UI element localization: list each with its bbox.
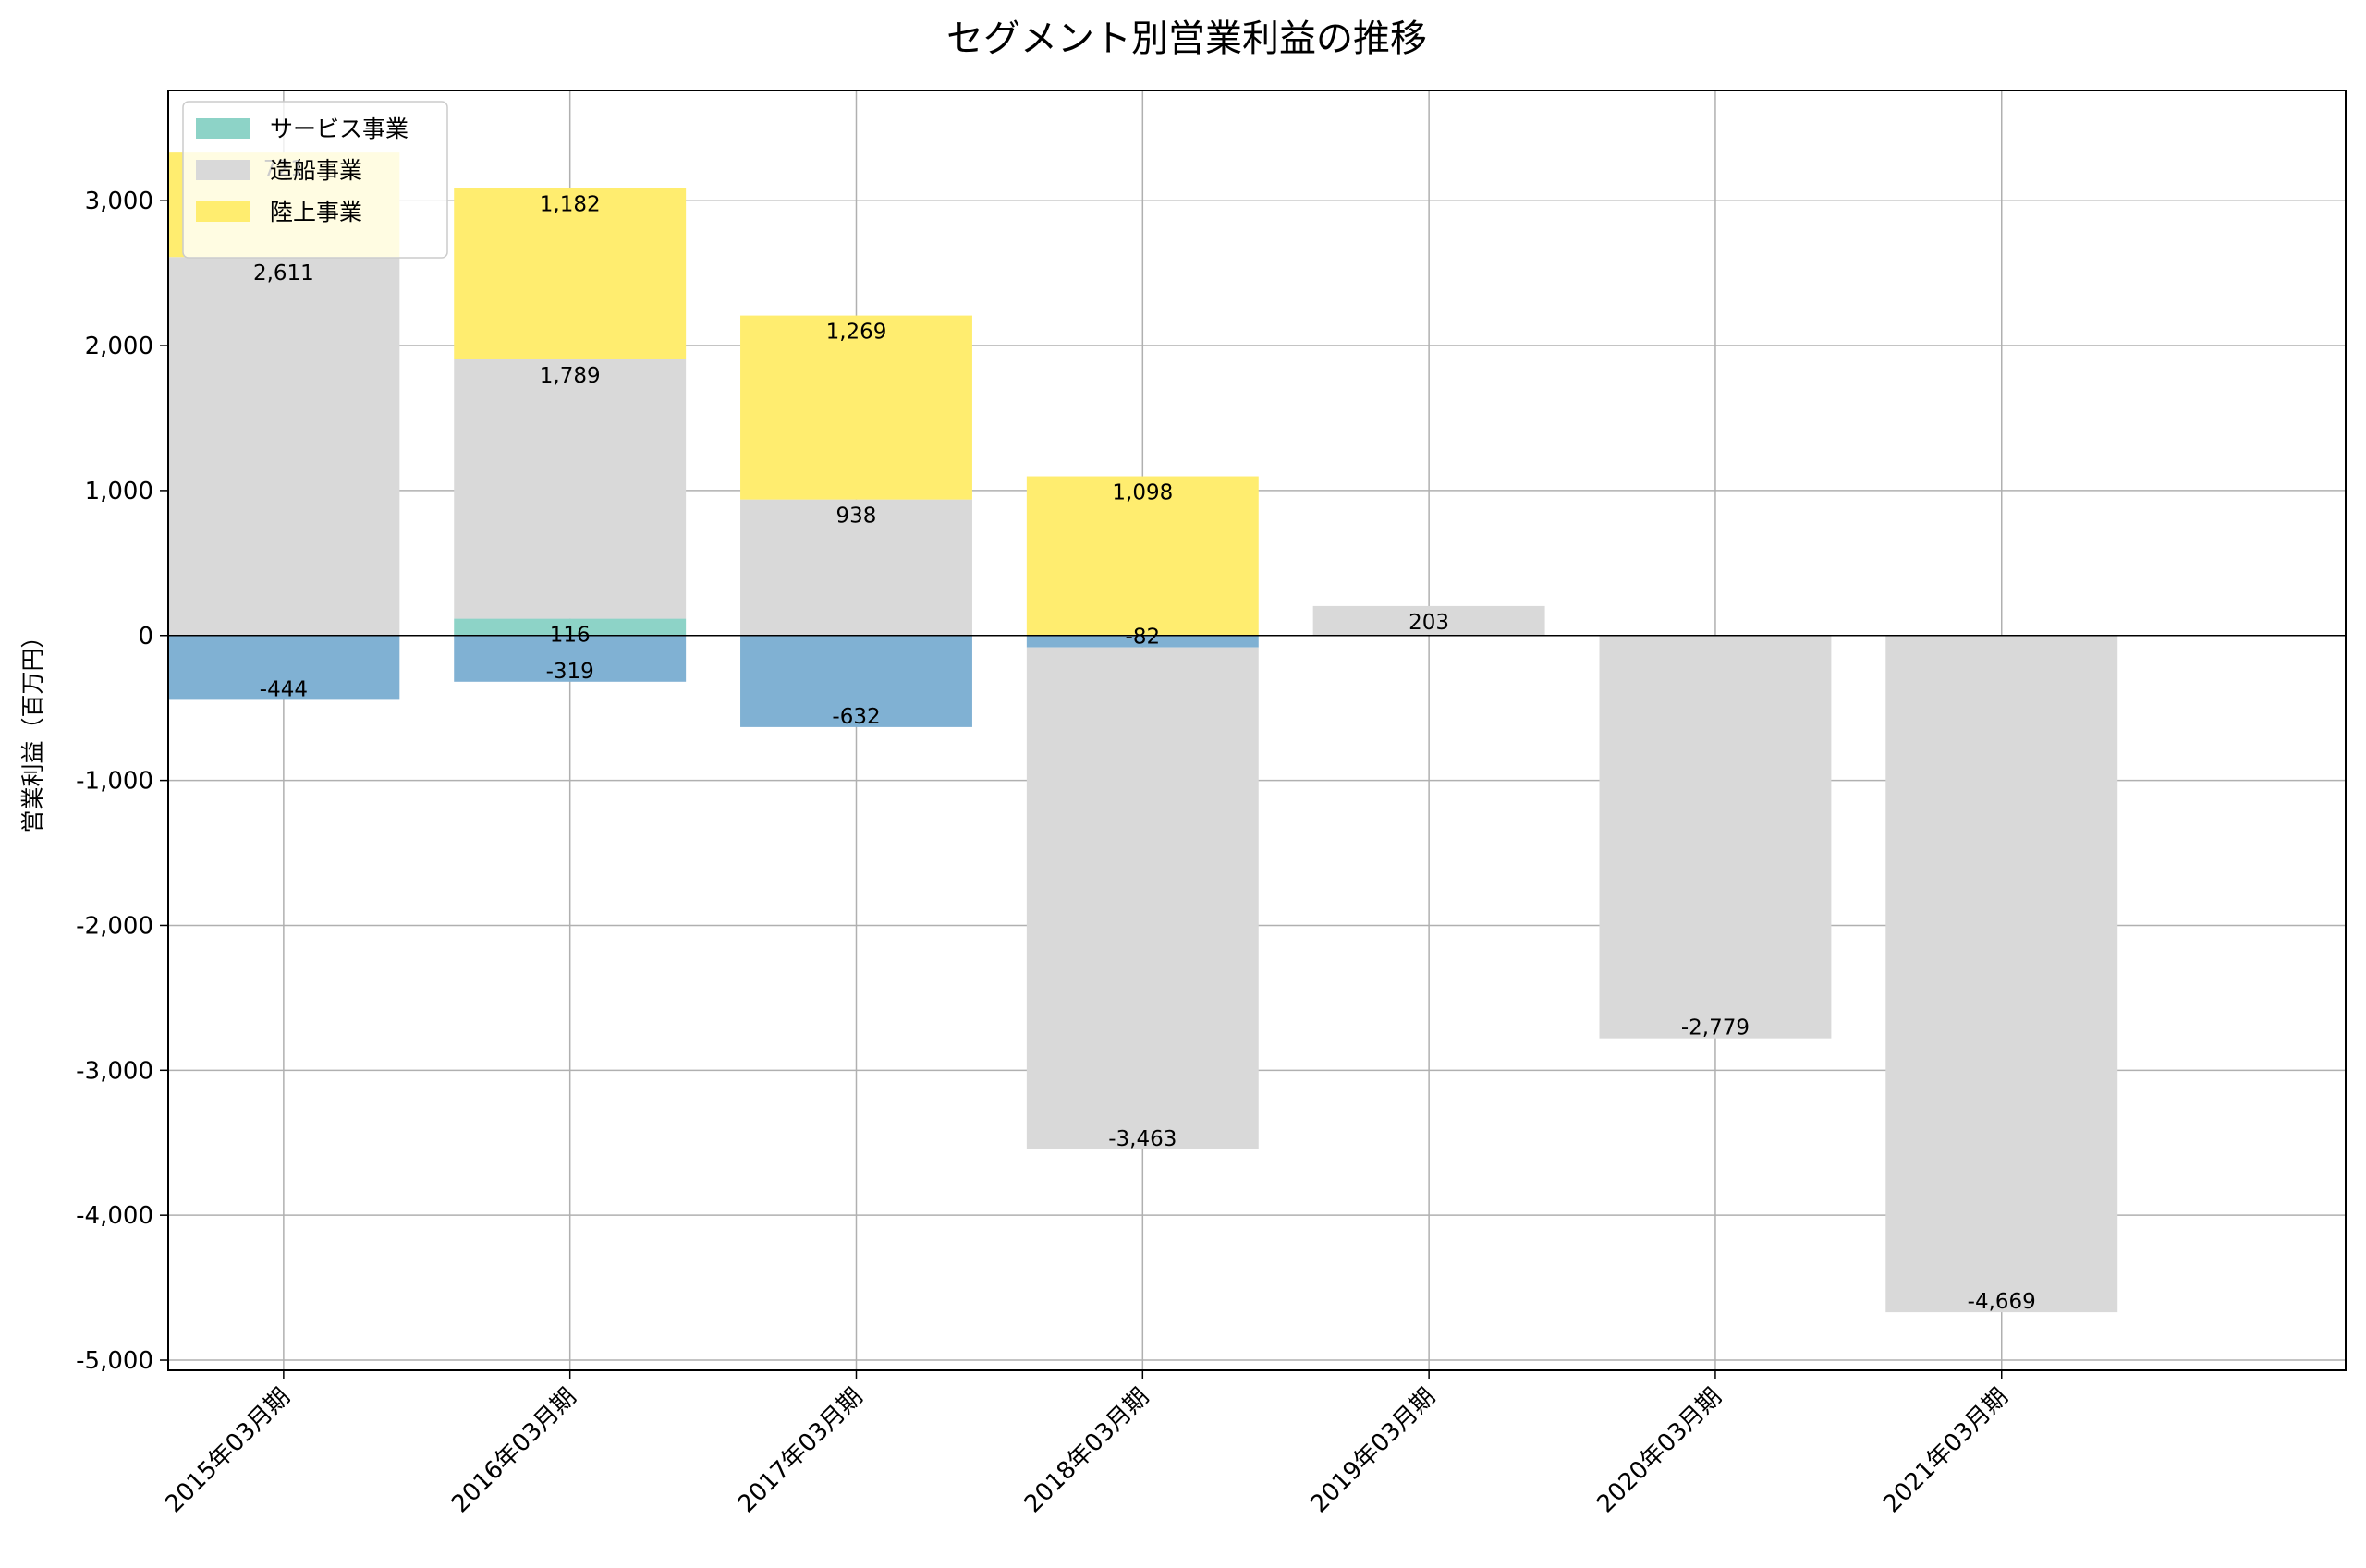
bar	[740, 499, 972, 636]
x-tick-label: 2016年03月期	[446, 1383, 582, 1519]
y-tick-label: 1,000	[85, 478, 153, 505]
bar-value-label: 1,098	[1112, 481, 1173, 505]
bar-value-label: -632	[832, 705, 880, 729]
y-tick-label: -1,000	[76, 768, 153, 796]
bar	[1885, 635, 2118, 1313]
y-axis-label: 営業利益（百万円）	[19, 625, 46, 833]
y-tick-label: -3,000	[76, 1057, 153, 1085]
bar	[1312, 605, 1545, 636]
bar-value-label: -4,669	[1968, 1290, 2036, 1314]
bar	[167, 635, 400, 700]
bar-value-label: 1,182	[540, 193, 601, 217]
bar	[454, 618, 687, 636]
bar-value-label: -3,463	[1108, 1127, 1177, 1151]
y-tick-label: -5,000	[76, 1347, 153, 1375]
bar	[454, 359, 687, 619]
bar	[1026, 635, 1259, 648]
legend-label: サービス事業	[270, 115, 409, 142]
bar-value-label: 938	[836, 504, 877, 529]
bar	[454, 635, 687, 682]
bar	[1026, 647, 1259, 1149]
bar	[1599, 635, 1832, 1039]
bar	[167, 257, 400, 636]
bar-value-label: -82	[1126, 626, 1161, 650]
legend-swatch	[196, 201, 250, 222]
bar-value-label: 203	[1409, 611, 1449, 635]
y-tick-label: 2,000	[85, 333, 153, 360]
bar-value-label: -444	[260, 677, 308, 701]
x-tick-label: 2018年03月期	[1019, 1383, 1155, 1519]
legend-swatch	[196, 118, 250, 139]
y-tick-label: -4,000	[76, 1202, 153, 1230]
legend-label: 造船事業	[270, 157, 362, 184]
bar-value-label: -319	[546, 660, 594, 684]
x-axis-ticks: 2015年03月期 2016年03月期 2017年03月期 2018年03月期 2019…	[160, 1370, 2014, 1519]
bar-value-label: 1,789	[540, 364, 601, 388]
y-tick-label: 3,000	[85, 188, 153, 215]
bar-value-label: 2,611	[253, 261, 314, 286]
x-tick-label: 2021年03月期	[1878, 1383, 2014, 1519]
y-axis-ticks: 3,000 2,000 1,000 0 -1,000 -2,000 -3,000 -4,000…	[76, 188, 168, 1375]
bar	[740, 635, 972, 727]
bar	[1026, 476, 1259, 636]
bar-value-label: 116	[550, 624, 591, 648]
x-tick-label: 2015年03月期	[160, 1383, 296, 1519]
legend-label: 陸上事業	[270, 199, 362, 225]
chart-title: セグメント別営業利益の推移	[946, 18, 1427, 60]
x-tick-label: 2020年03月期	[1592, 1383, 1727, 1519]
y-tick-label: -2,000	[76, 912, 153, 940]
bar	[740, 315, 972, 500]
x-tick-label: 2017年03月期	[733, 1383, 869, 1519]
y-tick-label: 0	[138, 623, 153, 650]
bar-value-label: -2,779	[1681, 1016, 1750, 1040]
legend-swatch	[196, 160, 250, 180]
bar-value-label: 1,269	[826, 321, 887, 345]
plot-frame	[167, 90, 2347, 1371]
x-tick-label: 2019年03月期	[1306, 1383, 1442, 1519]
bar	[454, 188, 687, 359]
